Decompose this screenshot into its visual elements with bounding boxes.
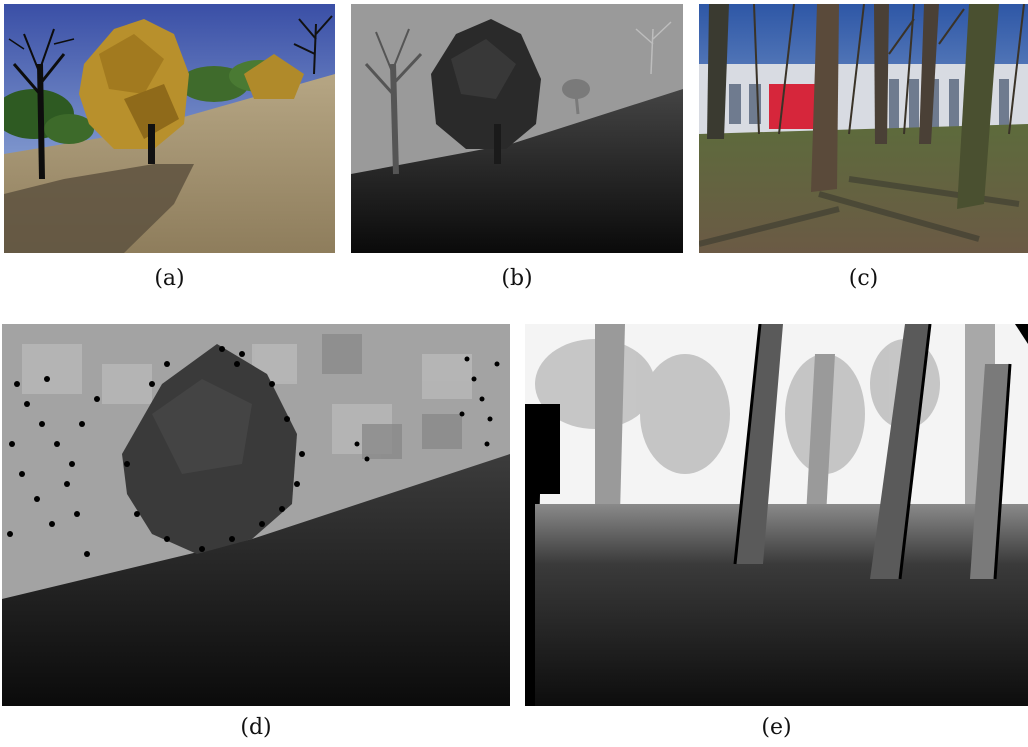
caption-d: (d): [240, 715, 272, 740]
panel-c-real-photo: [699, 4, 1028, 253]
caption-b: (b): [501, 266, 533, 291]
panel-d-estimated-depth-synthetic: [2, 324, 510, 706]
caption-e: (e): [761, 715, 792, 740]
panel-b-ground-truth-depth-map: [351, 4, 683, 253]
panel-e-estimated-depth-real: [525, 324, 1028, 706]
panel-a-synthetic-forest-image: [4, 4, 335, 253]
caption-c: (c): [848, 266, 879, 291]
caption-a: (a): [154, 266, 185, 291]
